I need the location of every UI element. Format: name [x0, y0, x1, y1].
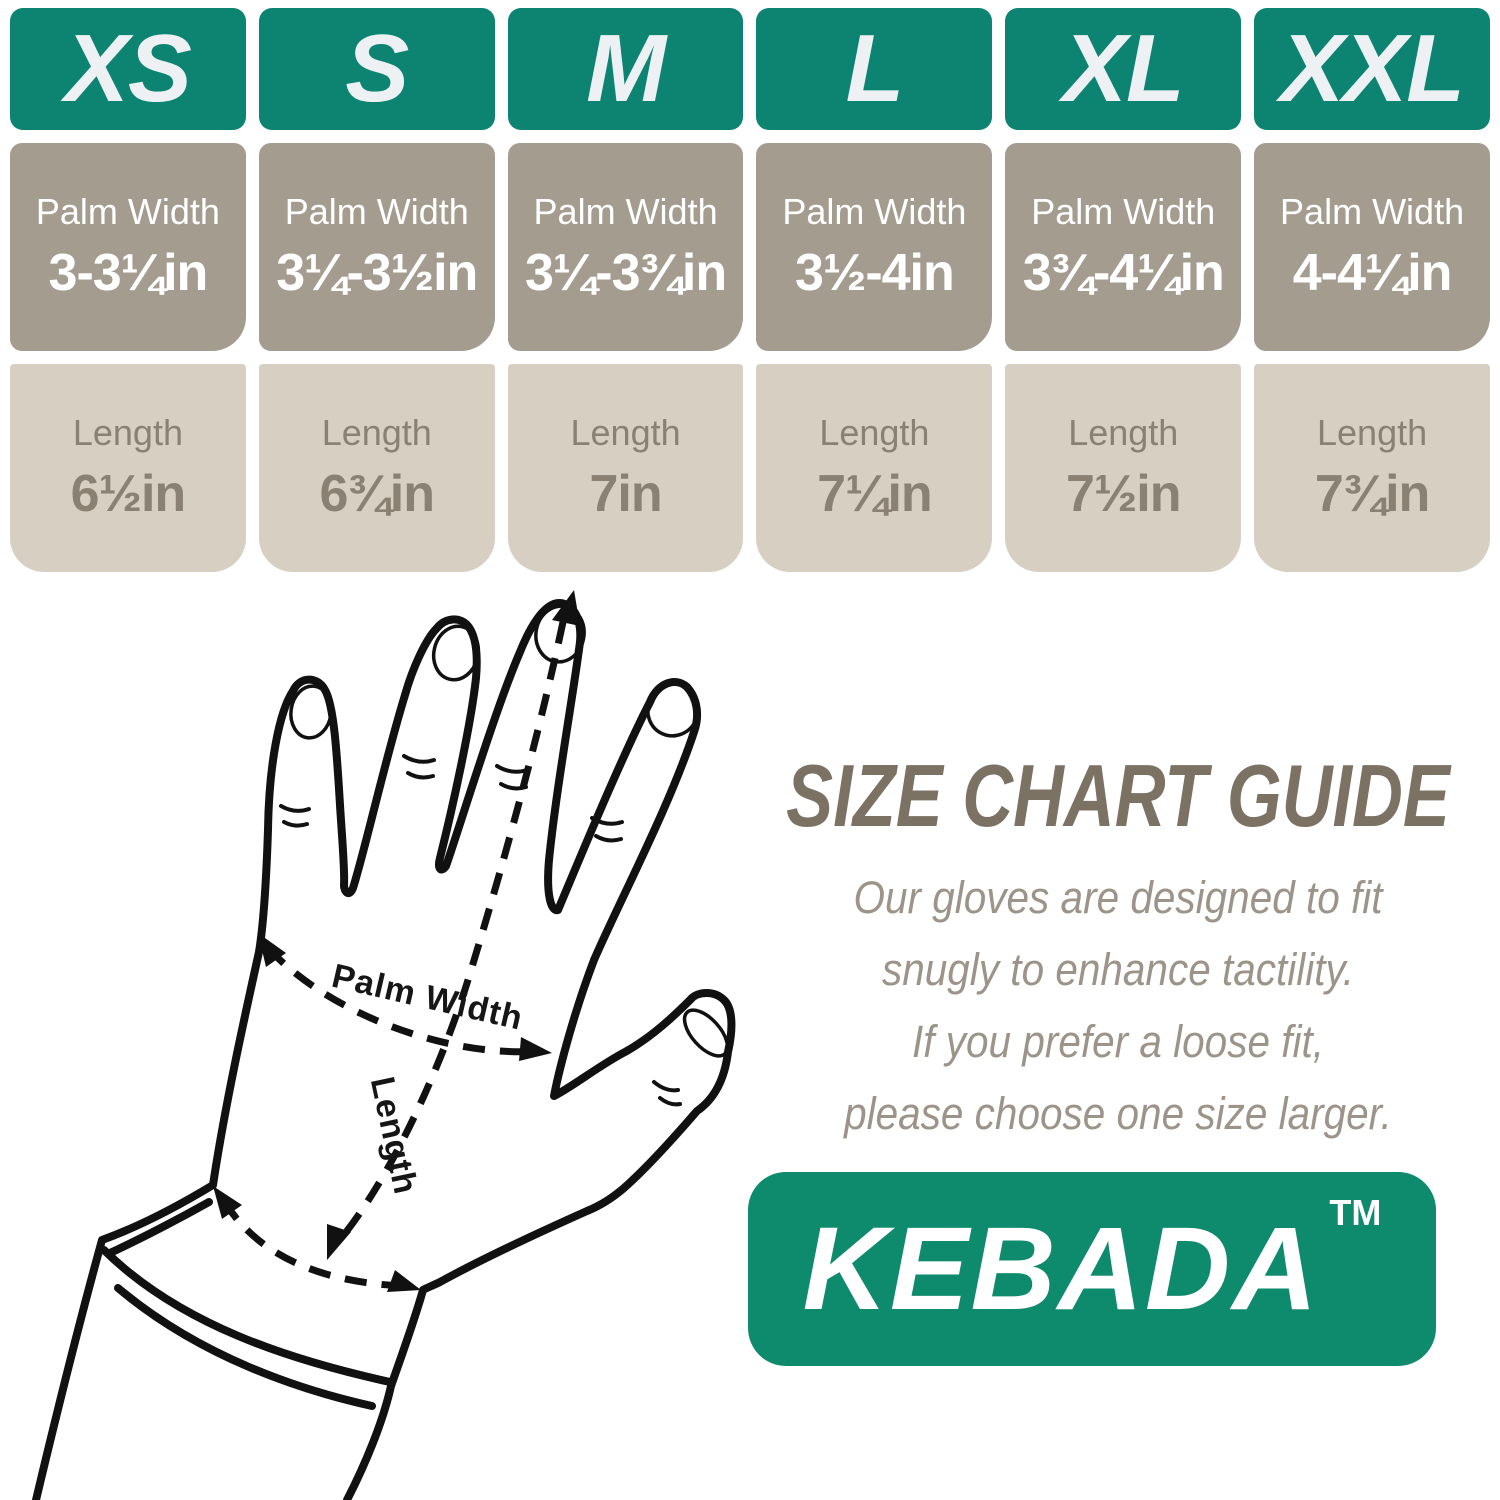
- guide-line: If you prefer a loose fit,: [912, 1016, 1324, 1067]
- size-header-l: L: [756, 8, 993, 130]
- brand-name: KEBADA: [802, 1203, 1320, 1335]
- length-value: 7in: [589, 465, 663, 523]
- length-label: Length: [1068, 412, 1179, 453]
- thumb-nail: [682, 1008, 730, 1058]
- length-cell-m: Length 7in: [507, 364, 744, 572]
- knuckle-creases: [279, 754, 682, 1107]
- pinky-nail: [289, 684, 333, 740]
- guide-line: Our gloves are designed to fit: [853, 872, 1383, 923]
- trademark-symbol: TM: [1329, 1192, 1382, 1233]
- palm-width-value: 4-4¼in: [1292, 244, 1453, 302]
- hand-measurement-diagram: Palm Width Length: [32, 590, 736, 1500]
- length-cell-xxl: Length 7¾in: [1254, 364, 1490, 572]
- palm-width-label: Palm Width: [284, 191, 469, 232]
- palm-width-cell-xl: Palm Width 3¾-4¼in: [1005, 143, 1242, 351]
- wrist-arrow-left-icon: [213, 1186, 242, 1219]
- size-header-xl: XL: [1005, 8, 1242, 130]
- size-chart-table: XS S M L XL XXL Palm Width 3-3¼in Palm W…: [10, 8, 1490, 572]
- wrist-arrow-right-icon: [387, 1270, 421, 1292]
- length-cell-xl: Length 7½in: [1005, 364, 1242, 572]
- length-diagram-label: Length: [363, 1073, 425, 1198]
- palm-width-arrow-left-icon: [258, 933, 286, 967]
- index-nail: [646, 682, 700, 738]
- palm-width-diagram-label: Palm Width: [328, 957, 526, 1038]
- length-cell-s: Length 6¾in: [258, 364, 495, 572]
- length-value: 6½in: [70, 465, 186, 523]
- wrist-measure-line: [221, 1199, 409, 1290]
- length-cell-xs: Length 6½in: [10, 364, 246, 572]
- length-value: 7¼in: [817, 465, 932, 523]
- palm-width-value: 3½-4in: [795, 244, 955, 302]
- palm-width-cell-l: Palm Width 3½-4in: [756, 143, 993, 351]
- size-label: M: [586, 15, 666, 122]
- guide-line: please choose one size larger.: [844, 1088, 1392, 1139]
- size-header-xs: XS: [10, 8, 246, 130]
- size-header-xxl: XXL: [1254, 8, 1490, 130]
- palm-width-label: Palm Width: [782, 191, 967, 232]
- palm-width-measure-line: [265, 945, 541, 1056]
- length-label: Length: [570, 412, 681, 453]
- palm-width-cell-xs: Palm Width 3-3¼in: [10, 143, 246, 351]
- palm-width-cell-s: Palm Width 3¼-3½in: [258, 143, 495, 351]
- length-value: 6¾in: [319, 465, 434, 523]
- size-label: S: [345, 15, 409, 122]
- size-label: XS: [64, 15, 192, 122]
- brand-logo: KEBADA TM: [748, 1172, 1436, 1366]
- length-arrow-up-icon: [552, 590, 580, 626]
- palm-width-value: 3-3¼in: [48, 244, 209, 302]
- palm-width-value: 3¼-3¾in: [525, 244, 727, 302]
- size-header-s: S: [258, 8, 495, 130]
- length-arrow-down-icon: [327, 1224, 351, 1260]
- length-label: Length: [819, 412, 930, 453]
- ring-nail: [431, 624, 481, 682]
- length-value: 7½in: [1065, 465, 1181, 523]
- guide-line: snugly to enhance tactility.: [881, 944, 1355, 995]
- palm-width-value: 3¼-3½in: [276, 244, 478, 302]
- length-value: 7¾in: [1314, 465, 1430, 523]
- length-label: Length: [1317, 412, 1428, 453]
- guide-description: Our gloves are designed to fit snugly to…: [740, 862, 1496, 1150]
- palm-width-label: Palm Width: [1031, 191, 1216, 232]
- size-label: XL: [1062, 15, 1185, 122]
- hand-outline: [209, 599, 736, 1500]
- palm-width-label: Palm Width: [35, 191, 220, 232]
- palm-width-label: Palm Width: [533, 191, 718, 232]
- palm-width-label: Palm Width: [1280, 191, 1465, 232]
- sleeve-outline: [32, 1181, 394, 1500]
- length-label: Length: [72, 412, 183, 453]
- length-measure-line: [335, 621, 567, 1245]
- palm-width-arrow-right-icon: [519, 1037, 552, 1061]
- palm-width-value: 3¾-4¼in: [1022, 244, 1225, 302]
- palm-width-cell-m: Palm Width 3¼-3¾in: [507, 143, 744, 351]
- size-label: XXL: [1280, 15, 1465, 122]
- palm-width-cell-xxl: Palm Width 4-4¼in: [1254, 143, 1490, 351]
- length-cell-l: Length 7¼in: [756, 364, 993, 572]
- length-label: Length: [321, 412, 432, 453]
- page-title: SIZE CHART GUIDE: [786, 746, 1450, 845]
- size-label: L: [845, 15, 905, 122]
- size-header-m: M: [507, 8, 744, 130]
